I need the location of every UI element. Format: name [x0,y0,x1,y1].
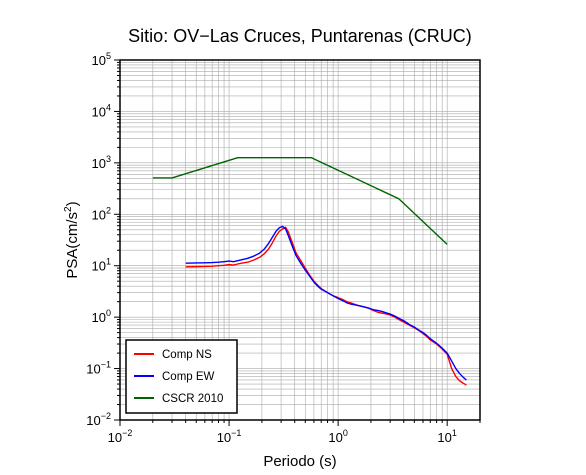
x-tick-label: 10−2 [108,428,133,445]
y-tick-label: 102 [92,205,111,222]
x-tick-label: 101 [437,428,456,445]
y-tick-label: 104 [92,102,111,119]
x-tick-label: 10−1 [217,428,242,445]
plot-frame [119,59,481,421]
x-axis-label: Periodo (s) [263,453,336,470]
series-line-cscr-2010 [152,157,448,245]
y-axis-label: PSA(cm/s2) [63,201,81,278]
legend-label-cscr-2010: CSCR 2010 [162,393,223,405]
y-tick-label: 103 [92,154,111,171]
chart-title: Sitio: OV−Las Cruces, Puntarenas (CRUC) [128,26,472,46]
x-tick-label: 100 [328,428,347,445]
y-axis-label-main: PSA(cm/s [64,212,81,279]
grid-lines [119,59,481,421]
y-axis-label-sup: 2 [63,206,74,212]
tick-marks [114,59,481,426]
series-group [152,157,467,386]
legend-label-comp-ns: Comp NS [162,349,212,361]
y-tick-label: 10−1 [86,360,111,377]
y-tick-label: 105 [92,51,111,68]
x-tick-labels: 10−2 10−1 100 101 [108,428,457,445]
y-tick-labels: 10−2 10−1 100 101 102 103 104 105 [86,51,111,428]
legend: Comp NS Comp EW CSCR 2010 [125,339,238,414]
y-tick-label: 101 [92,257,111,274]
y-tick-label: 10−2 [86,411,111,428]
legend-label-comp-ew: Comp EW [162,371,215,383]
y-axis-label-close: ) [64,201,81,206]
series-line-comp-ew [185,225,467,381]
y-tick-label: 100 [92,308,111,325]
